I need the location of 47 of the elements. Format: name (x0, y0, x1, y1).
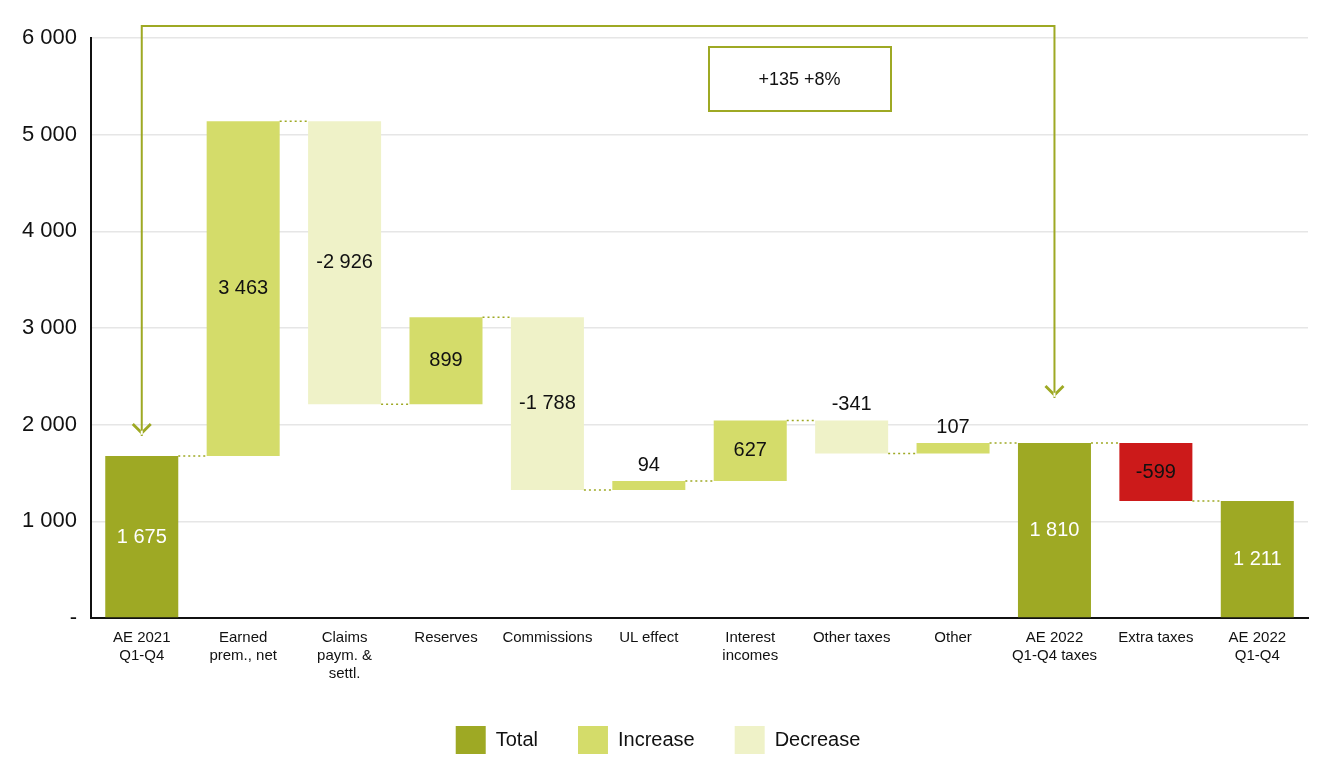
x-tick-label: Commissions (502, 628, 593, 646)
bar (612, 481, 686, 491)
x-tick-label: Claims paym. & settl. (317, 628, 373, 682)
bar (409, 317, 483, 405)
legend-label: Increase (617, 727, 695, 750)
x-tick-label: Reserves (414, 628, 478, 646)
y-tick-label: 4 000 (21, 217, 78, 243)
text: -341 (831, 391, 872, 414)
x-tick-label: AE 2022 Q1-Q4 taxes (1011, 628, 1097, 664)
x-tick-label: AE 2021 Q1-Q4 (112, 628, 171, 664)
bar (1017, 443, 1091, 618)
bar (105, 456, 179, 618)
bar (1119, 443, 1193, 501)
x-tick-label: Extra taxes (1118, 628, 1194, 646)
text-box: +135 +8% (707, 46, 892, 112)
y-tick-label: 5 000 (21, 120, 78, 146)
text: 1 810 (1029, 518, 1080, 541)
y-tick-label: 6 000 (21, 24, 78, 50)
text: 107 (936, 414, 970, 437)
y-tick-label: 3 000 (21, 314, 78, 340)
bar (510, 317, 584, 491)
text: 1 211 (1233, 546, 1282, 569)
bar (916, 443, 990, 454)
legend-label: Total (495, 727, 538, 750)
y-tick-label: 2 000 (21, 410, 78, 436)
y-tick-label: 1 000 (21, 507, 78, 533)
text: 1 675 (116, 524, 167, 547)
x-tick-label: AE 2022 Q1-Q4 (1228, 628, 1287, 664)
bar (308, 121, 382, 405)
legend-label: Decrease (774, 727, 861, 750)
bar (206, 121, 280, 457)
text: -599 (1135, 459, 1176, 482)
x-tick-label: Other taxes (812, 628, 891, 646)
bar (713, 420, 787, 482)
bar (1220, 500, 1294, 618)
text: 899 (429, 348, 463, 371)
text: -2 926 (316, 250, 373, 273)
x-tick-label: Interest incomes (722, 628, 779, 664)
text: 627 (733, 438, 767, 461)
x-tick-label: Earned prem., net (209, 628, 278, 664)
bar (815, 420, 889, 454)
text: 3 463 (218, 276, 269, 299)
x-tick-label: UL effect (619, 628, 680, 646)
x-tick-label: Other (934, 628, 972, 646)
y-tick-label: - (69, 604, 78, 630)
text: -1 788 (519, 391, 576, 414)
text: 94 (637, 452, 660, 475)
